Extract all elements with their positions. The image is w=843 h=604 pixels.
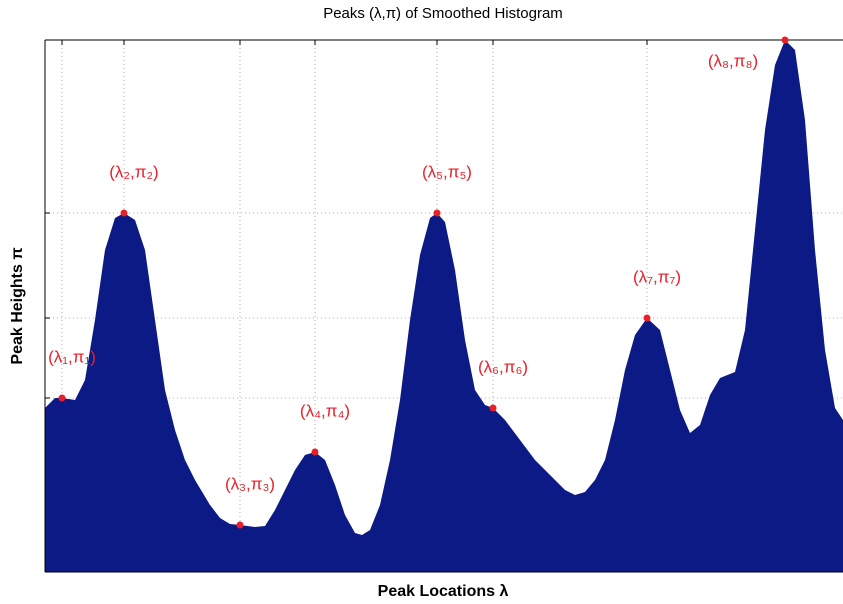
- peak-label: (λ₆,π₆): [478, 357, 528, 376]
- peak-marker: [311, 448, 319, 456]
- peak-label: (λ₂,π₂): [109, 162, 158, 181]
- peak-marker: [433, 209, 441, 217]
- peak-marker: [236, 521, 244, 529]
- peak-label: (λ₇,π₇): [633, 267, 681, 286]
- histogram-area: [45, 40, 843, 572]
- peak-marker: [58, 394, 66, 402]
- peak-marker: [643, 314, 651, 322]
- x-axis-label: Peak Locations λ: [378, 583, 509, 600]
- chart-title: Peaks (λ,π) of Smoothed Histogram: [323, 5, 563, 22]
- peak-marker: [781, 36, 789, 44]
- peak-label: (λ₈,π₈): [708, 51, 758, 70]
- peak-label: (λ₁,π₁): [48, 347, 96, 366]
- peak-label: (λ₅,π₅): [422, 162, 472, 181]
- peak-label: (λ₃,π₃): [225, 474, 275, 493]
- peak-marker: [120, 209, 128, 217]
- y-axis-label: Peak Heights π: [9, 247, 26, 364]
- peak-label: (λ₄,π₄): [300, 401, 350, 420]
- peak-marker: [489, 404, 497, 412]
